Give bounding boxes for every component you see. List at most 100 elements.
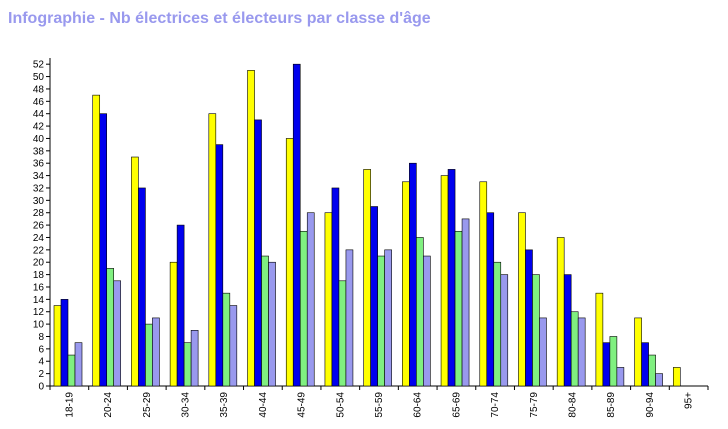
bar-40-44-s1 [247, 70, 255, 387]
bar-55-59-s4 [384, 249, 392, 387]
bar-18-19-s1 [53, 305, 62, 387]
x-tick-label: 20-24 [103, 392, 114, 418]
bar-75-79-s3 [532, 274, 540, 387]
y-tick-label: 16 [33, 282, 45, 293]
bar-60-64-s4 [423, 255, 431, 387]
x-tick-label: 35-39 [219, 392, 230, 418]
x-tick-label: 25-29 [142, 392, 153, 418]
bar-45-49-s1 [285, 138, 294, 387]
bar-50-54-s1 [324, 212, 333, 387]
bar-35-39-s1 [208, 113, 217, 387]
bar-18-19-s2 [60, 299, 69, 387]
bar-40-44-s3 [261, 255, 269, 387]
bar-30-34-s3 [183, 342, 192, 387]
bar-90-94-s3 [648, 354, 656, 387]
bar-25-29-s2 [138, 187, 146, 387]
x-tick-label: 60-64 [413, 392, 424, 418]
y-tick-label: 0 [38, 382, 44, 393]
bar-80-84-s1 [556, 237, 565, 387]
y-tick-label: 24 [33, 233, 45, 244]
y-tick-label: 40 [33, 134, 45, 145]
bar-90-94-s1 [634, 317, 642, 387]
y-tick-label: 34 [33, 171, 45, 182]
x-tick-label: 70-74 [490, 392, 501, 418]
x-tick-label: 30-34 [180, 392, 191, 418]
bar-25-29-s4 [152, 317, 160, 387]
bars [53, 63, 681, 387]
bar-70-74-s4 [500, 274, 509, 387]
y-tick-label: 50 [33, 72, 45, 83]
bar-45-49-s2 [292, 63, 301, 387]
bar-65-69-s4 [461, 218, 470, 387]
x-tick-label: 18-19 [64, 392, 75, 418]
bar-60-64-s2 [409, 162, 417, 387]
y-tick-label: 26 [33, 221, 45, 232]
bar-80-84-s4 [577, 317, 586, 387]
y-tick-label: 4 [38, 357, 44, 368]
y-tick-label: 48 [33, 84, 45, 95]
y-tick-label: 46 [33, 97, 45, 108]
bar-35-39-s3 [222, 292, 231, 387]
y-tick-label: 10 [33, 320, 45, 331]
bar-45-49-s4 [306, 212, 315, 387]
bar-95+-s1 [672, 367, 681, 387]
y-tick-label: 18 [33, 270, 45, 281]
bar-65-69-s1 [440, 175, 449, 387]
y-tick-label: 28 [33, 208, 45, 219]
y-tick-label: 12 [33, 307, 45, 318]
bar-80-84-s2 [563, 274, 572, 387]
bar-85-89-s1 [595, 292, 604, 387]
x-tick-label: 40-44 [258, 392, 269, 418]
x-tick-label: 45-49 [297, 392, 308, 418]
y-axis-labels: 0246810121416182022242628303234363840424… [33, 60, 45, 393]
bar-20-24-s3 [106, 268, 115, 387]
y-tick-label: 20 [33, 258, 45, 269]
bar-85-89-s3 [609, 336, 618, 387]
bar-70-74-s2 [486, 212, 495, 387]
bar-18-19-s4 [74, 342, 83, 387]
bar-75-79-s1 [518, 212, 526, 387]
bar-40-44-s2 [254, 119, 262, 387]
y-tick-label: 2 [38, 369, 44, 380]
x-tick-label: 50-54 [335, 392, 346, 418]
bar-75-79-s4 [539, 317, 547, 387]
y-tick-label: 42 [33, 122, 45, 133]
y-tick-label: 22 [33, 245, 45, 256]
bar-85-89-s2 [602, 342, 611, 387]
bar-70-74-s1 [479, 181, 488, 387]
bar-45-49-s3 [299, 230, 308, 387]
bar-40-44-s4 [268, 261, 276, 387]
y-tick-label: 8 [38, 332, 44, 343]
bar-30-34-s1 [169, 261, 178, 387]
bar-60-64-s1 [402, 181, 410, 387]
bar-50-54-s3 [338, 280, 347, 387]
bar-35-39-s4 [229, 305, 238, 387]
bar-90-94-s2 [641, 342, 649, 387]
bar-60-64-s3 [416, 237, 424, 387]
x-tick-label: 55-59 [374, 392, 385, 418]
bar-65-69-s2 [447, 169, 456, 387]
bar-35-39-s2 [215, 144, 224, 387]
bar-65-69-s3 [454, 230, 463, 387]
bar-20-24-s1 [92, 94, 101, 387]
bar-75-79-s2 [525, 249, 533, 387]
y-tick-label: 44 [33, 109, 45, 120]
bar-20-24-s2 [99, 113, 108, 387]
y-tick-label: 30 [33, 196, 45, 207]
y-tick-label: 52 [33, 60, 45, 71]
x-tick-label: 75-79 [529, 392, 540, 418]
bar-85-89-s4 [616, 367, 625, 387]
bar-18-19-s3 [67, 354, 76, 387]
y-tick-label: 32 [33, 183, 45, 194]
bar-90-94-s4 [655, 373, 663, 387]
y-tick-label: 6 [38, 344, 44, 355]
bar-25-29-s3 [145, 323, 153, 387]
bar-70-74-s3 [493, 261, 502, 387]
x-tick-label: 65-69 [451, 392, 462, 418]
y-tick-label: 36 [33, 159, 45, 170]
x-tick-label: 85-89 [606, 392, 617, 418]
bar-30-34-s2 [176, 224, 185, 387]
bar-20-24-s4 [113, 280, 122, 387]
bar-55-59-s3 [377, 255, 385, 387]
chart-title: Infographie - Nb électrices et électeurs… [8, 10, 431, 27]
